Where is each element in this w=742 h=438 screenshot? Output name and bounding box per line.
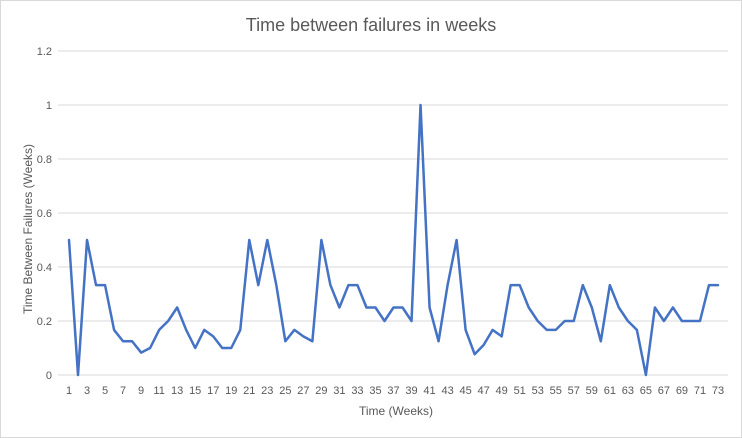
x-tick-label: 11 — [153, 385, 164, 397]
x-tick-label: 9 — [138, 385, 144, 397]
x-tick-label: 25 — [279, 385, 291, 397]
x-tick-label: 37 — [387, 385, 399, 397]
y-axis-label: Time Between Failures (Weeks) — [21, 144, 35, 314]
x-tick-labels: 1 3 5 7 9 11 13 15 17 19 21 23 25 27 29 31 33 35 37 39 41 43 4… — [66, 385, 724, 397]
x-tick-label: 23 — [261, 385, 273, 397]
y-tick-label: 0.6 — [37, 208, 52, 220]
x-tick-label: 67 — [658, 385, 670, 397]
x-tick-label: 65 — [640, 385, 652, 397]
x-tick-label: 61 — [604, 385, 616, 397]
data-series — [67, 103, 720, 377]
x-tick-label: 5 — [102, 385, 108, 397]
x-tick-label: 33 — [351, 385, 363, 397]
x-tick-label: 57 — [568, 385, 580, 397]
x-tick-label: 43 — [441, 385, 453, 397]
x-tick-label: 71 — [694, 385, 706, 397]
series-line — [67, 103, 720, 377]
x-tick-label: 3 — [84, 385, 90, 397]
x-tick-label: 21 — [243, 385, 255, 397]
x-tick-label: 15 — [189, 385, 201, 397]
y-tick-labels: 0 0.2 0.4 0.6 0.8 1 1.2 — [37, 46, 52, 382]
x-tick-label: 49 — [496, 385, 508, 397]
x-tick-label: 1 — [66, 385, 72, 397]
x-tick-label: 55 — [550, 385, 562, 397]
x-tick-label: 7 — [120, 385, 126, 397]
y-tick-label: 1 — [46, 100, 52, 112]
x-tick-label: 39 — [405, 385, 417, 397]
y-tick-label: 0.8 — [37, 154, 52, 166]
x-tick-label: 59 — [586, 385, 598, 397]
x-tick-label: 19 — [225, 385, 237, 397]
x-tick-label: 31 — [333, 385, 345, 397]
y-tick-label: 0.4 — [37, 262, 52, 274]
x-axis-label: Time (Weeks) — [359, 404, 433, 418]
x-tick-label: 27 — [297, 385, 309, 397]
y-tick-label: 0.2 — [37, 316, 52, 328]
y-tick-label: 1.2 — [37, 46, 52, 58]
x-tick-label: 47 — [478, 385, 490, 397]
gridlines — [58, 50, 728, 376]
x-tick-label: 45 — [459, 385, 471, 397]
x-tick-label: 13 — [171, 385, 183, 397]
x-tick-label: 73 — [712, 385, 724, 397]
x-tick-label: 29 — [315, 385, 327, 397]
x-tick-label: 35 — [369, 385, 381, 397]
x-tick-label: 53 — [532, 385, 544, 397]
x-tick-label: 51 — [514, 385, 526, 397]
chart-title: Time between failures in weeks — [246, 15, 496, 35]
x-tick-label: 69 — [676, 385, 688, 397]
x-tick-label: 17 — [207, 385, 219, 397]
x-tick-label: 63 — [622, 385, 634, 397]
x-tick-label: 41 — [423, 385, 435, 397]
y-tick-label: 0 — [46, 370, 52, 382]
